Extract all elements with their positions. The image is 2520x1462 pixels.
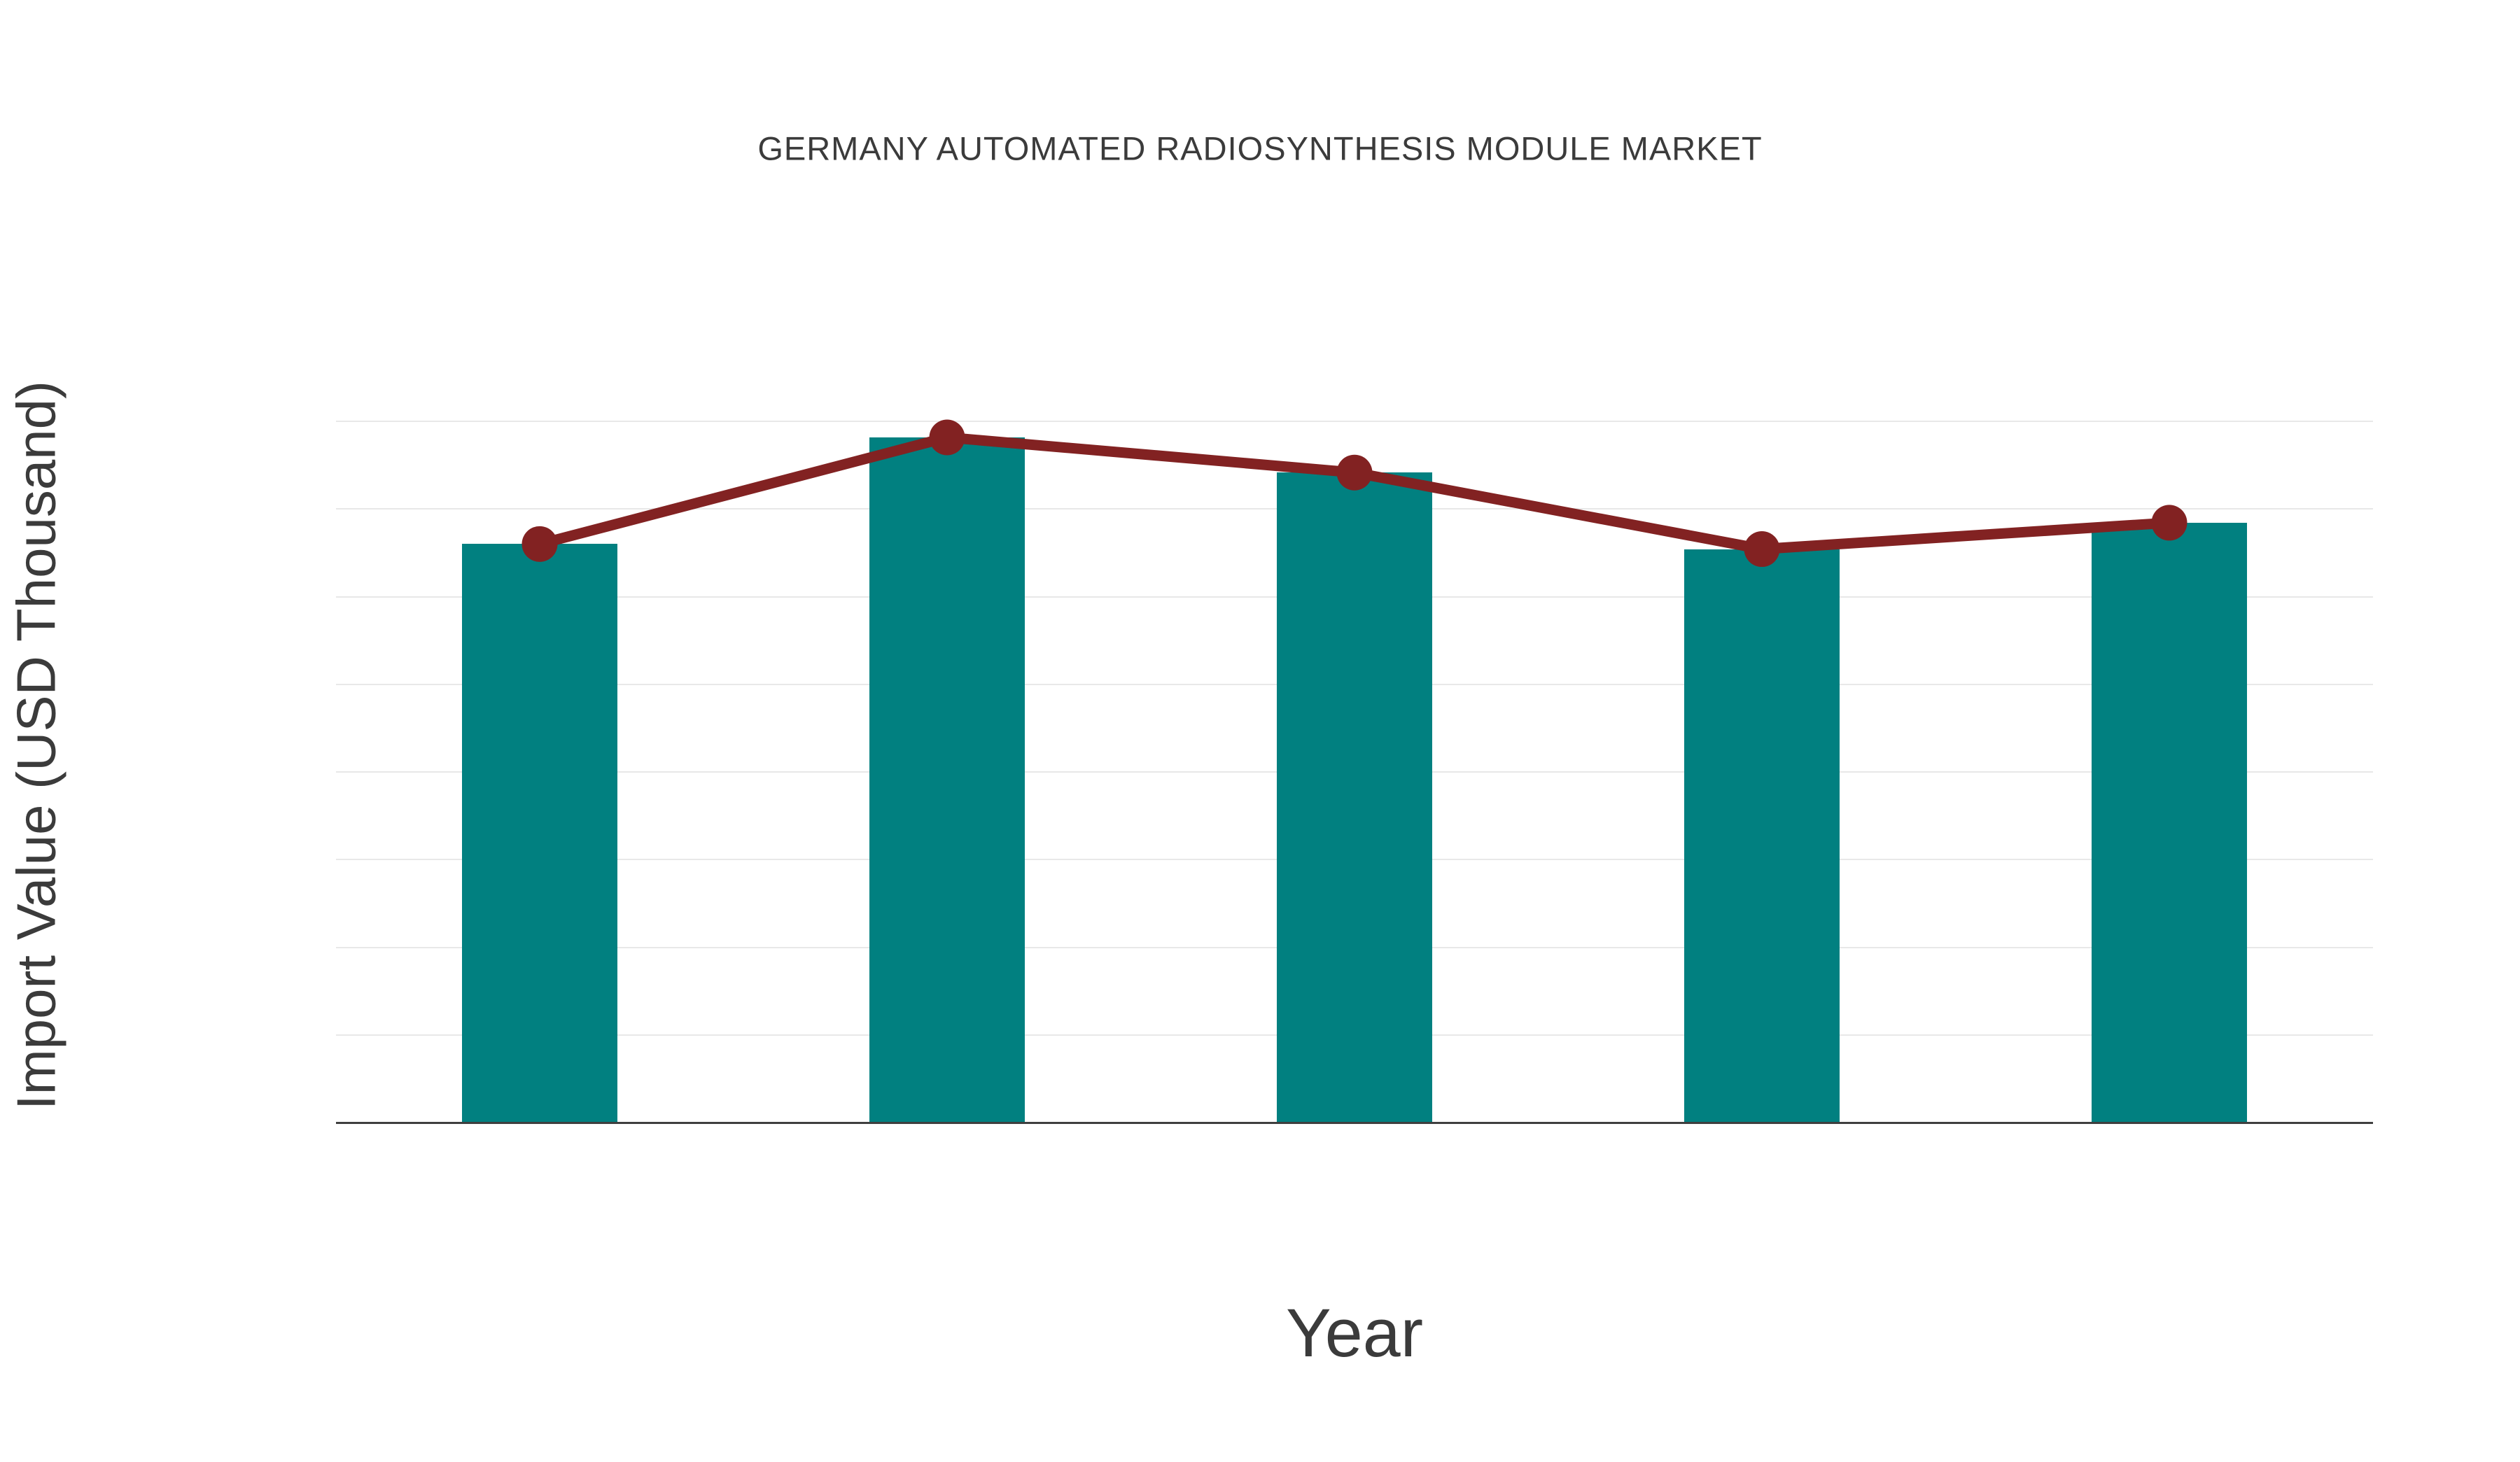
bar-2024: [2092, 522, 2247, 1123]
x-tick-label-2023: 2023: [0, 804, 1260, 876]
annotation-value-2022: -5.13: [0, 1080, 1260, 1144]
trend-line: [538, 432, 2170, 555]
x-tick-label-2024: 2024: [0, 876, 1260, 948]
line-marker-2023: [1744, 531, 1780, 568]
annotation-yoy-2021: y-o-y: [0, 1016, 1260, 1080]
line-marker-2022: [1336, 454, 1373, 491]
x-tick-label-2020: 2020: [0, 588, 1260, 660]
plot-area: 0200000400000600000800000100000012000001…: [0, 419, 2373, 1398]
chart-canvas: GERMANY AUTOMATED RADIOSYNTHESIS MODULE …: [0, 129, 2373, 1398]
bar-2020: [462, 544, 617, 1123]
x-axis-title: Year: [1286, 1295, 1423, 1371]
gridline: [336, 421, 2373, 422]
line-marker-2020: [522, 526, 558, 562]
annotation-yoy-2022: y-o-y: [0, 1144, 1260, 1207]
annotation-value-2024: 4.59: [0, 1335, 1260, 1398]
bar-2022: [1277, 472, 1432, 1123]
bar-2021: [869, 437, 1025, 1123]
line-marker-2021: [929, 419, 965, 456]
annotation-value-2021: 18.43: [0, 953, 1260, 1016]
annotation-value-2023: -11.77: [0, 1207, 1260, 1271]
line-marker-2024: [2151, 505, 2188, 541]
x-axis-line: [336, 1121, 2373, 1124]
annotation-yoy-2023: y-o-y: [0, 1271, 1260, 1335]
x-tick-label-2021: 2021: [0, 660, 1260, 732]
x-tick-label-2022: 2022: [0, 732, 1260, 804]
bar-2023: [1684, 549, 1840, 1123]
trend-line-layer: [522, 419, 2188, 568]
annotation-yoy-2024: y-o-y: [0, 1398, 1260, 1462]
chart-title: GERMANY AUTOMATED RADIOSYNTHESIS MODULE …: [757, 129, 1763, 167]
